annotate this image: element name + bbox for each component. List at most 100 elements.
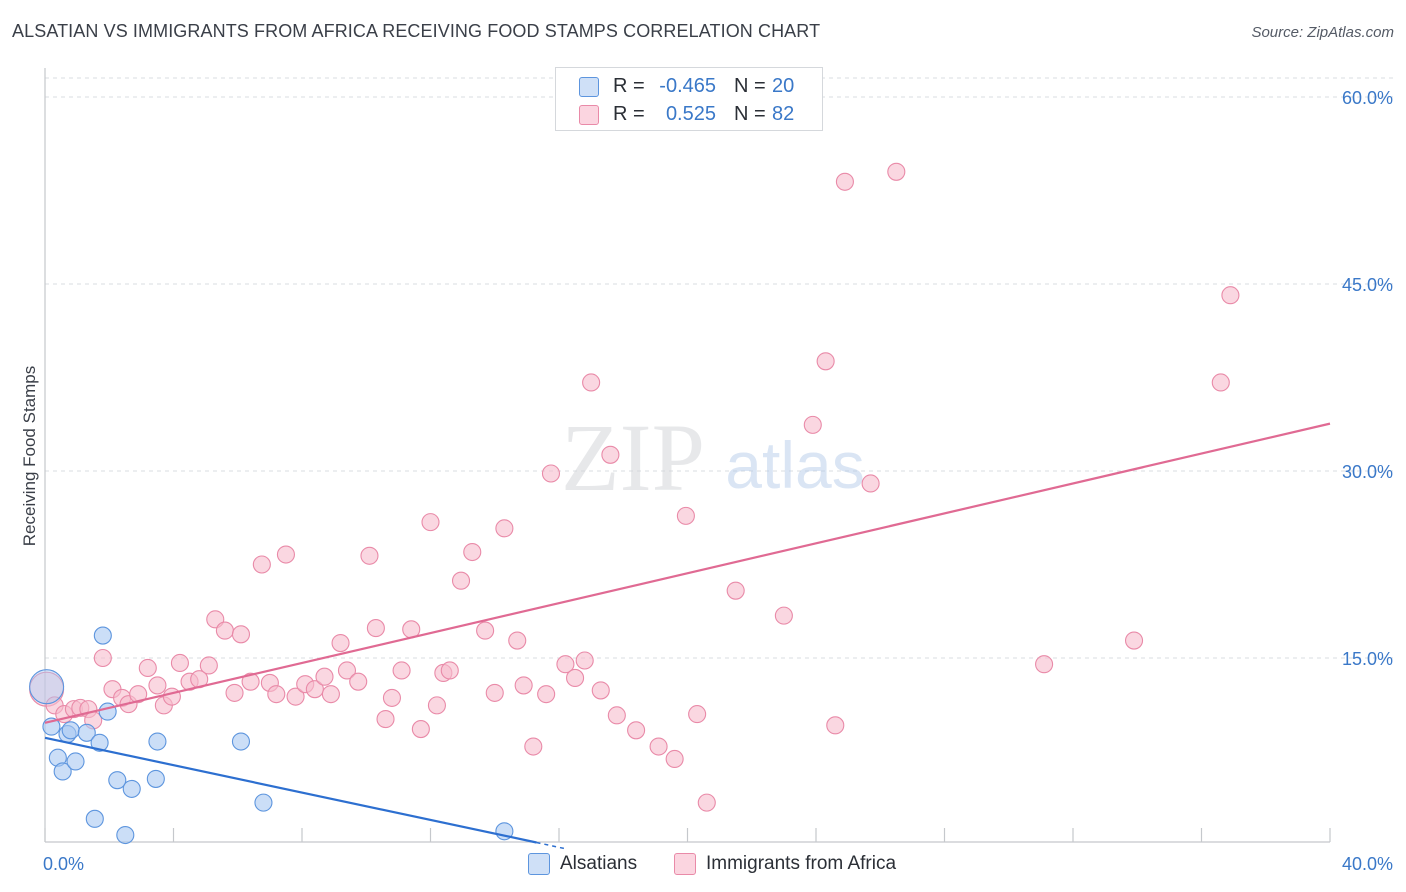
- data-point-immigrants: [305, 680, 324, 699]
- data-point-immigrants: [451, 571, 471, 590]
- data-point-immigrants: [508, 631, 527, 650]
- source-credit: Source: ZipAtlas.com: [1251, 24, 1394, 41]
- legend-label-immigrants: Immigrants from Africa: [706, 853, 897, 874]
- data-point-immigrants: [774, 606, 793, 625]
- data-point-alsatians: [66, 752, 85, 771]
- data-point-immigrants: [360, 546, 379, 565]
- data-point-alsatians: [90, 733, 109, 752]
- data-point-immigrants: [476, 621, 495, 640]
- data-point-immigrants: [803, 415, 822, 434]
- data-point-immigrants: [252, 555, 271, 574]
- data-point-alsatians: [53, 762, 72, 781]
- data-point-immigrants: [495, 519, 514, 538]
- data-point-alsatians: [85, 809, 104, 828]
- legend-swatch-pink: [579, 105, 599, 125]
- data-point-immigrants: [215, 621, 234, 640]
- data-point-immigrants: [241, 672, 260, 691]
- data-point-immigrants: [627, 721, 646, 740]
- trend-lines: [44, 422, 1331, 850]
- data-point-immigrants: [514, 676, 533, 695]
- data-point-immigrants: [93, 648, 112, 668]
- data-point-immigrants: [607, 706, 626, 725]
- data-point-alsatians: [231, 732, 251, 751]
- data-point-alsatians: [61, 721, 80, 740]
- y-tick-label: 45.0%: [1342, 275, 1393, 295]
- data-point-immigrants: [485, 683, 504, 702]
- data-point-immigrants: [665, 749, 684, 769]
- legend-swatch-blue: [579, 77, 599, 97]
- data-point-immigrants: [440, 661, 459, 680]
- data-point-immigrants: [199, 656, 218, 675]
- data-point-alsatians: [108, 771, 127, 790]
- data-point-alsatians: [93, 626, 112, 645]
- data-point-immigrants: [537, 685, 556, 704]
- trend-line-immigrants: [44, 422, 1331, 724]
- data-point-alsatians: [254, 793, 273, 812]
- data-point-immigrants: [276, 545, 295, 564]
- data-point-immigrants: [170, 653, 189, 673]
- data-point-immigrants: [556, 655, 575, 674]
- data-point-immigrants: [267, 685, 286, 704]
- legend-label-alsatians: Alsatians: [560, 853, 638, 874]
- tick-labels: 15.0% 30.0% 45.0% 60.0% 0.0% 40.0%: [43, 88, 1393, 874]
- axes: [44, 68, 1331, 843]
- data-point-immigrants: [376, 710, 395, 729]
- data-point-alsatians: [146, 769, 165, 788]
- x-tick-label: 0.0%: [43, 854, 84, 874]
- data-point-alsatians: [29, 669, 65, 705]
- trend-line-alsatians-extension: [536, 841, 566, 850]
- legend-n-value: 20: [772, 75, 795, 97]
- data-point-alsatians: [116, 825, 135, 845]
- watermark-zip: ZIP: [561, 404, 705, 511]
- data-point-immigrants: [726, 581, 745, 600]
- data-point-immigrants: [1124, 631, 1144, 650]
- data-point-immigrants: [1035, 655, 1054, 674]
- data-point-immigrants: [575, 651, 594, 670]
- legend-r-value: -0.465: [659, 75, 716, 97]
- data-point-immigrants: [601, 445, 620, 464]
- data-point-immigrants: [524, 737, 543, 756]
- trend-line-alsatians: [44, 736, 537, 844]
- legend-swatch-blue: [528, 853, 550, 875]
- gridlines: [45, 77, 1393, 659]
- data-point-immigrants: [411, 720, 430, 739]
- legend-n-label: N =: [734, 75, 766, 97]
- data-point-alsatians: [77, 723, 96, 742]
- watermark-atlas: atlas: [725, 428, 864, 502]
- data-point-immigrants: [463, 542, 482, 562]
- data-point-immigrants: [382, 688, 402, 707]
- data-point-immigrants: [315, 667, 334, 686]
- x-tick-label: 40.0%: [1342, 854, 1393, 874]
- data-point-immigrants: [697, 793, 716, 812]
- data-point-immigrants: [887, 162, 906, 181]
- data-point-immigrants: [225, 683, 244, 702]
- data-point-immigrants: [688, 705, 707, 724]
- series-immigrants-from-africa: [29, 162, 1240, 812]
- data-point-immigrants: [676, 506, 695, 525]
- correlation-legend: R = -0.465 N = 20 R = 0.525 N = 82: [555, 67, 823, 131]
- data-point-immigrants: [427, 696, 446, 715]
- data-point-immigrants: [421, 513, 440, 532]
- data-point-immigrants: [541, 464, 561, 483]
- legend-swatch-pink: [674, 853, 696, 875]
- chart-title: ALSATIAN VS IMMIGRANTS FROM AFRICA RECEI…: [12, 21, 821, 41]
- data-point-immigrants: [349, 672, 368, 691]
- legend-row-immigrants: R = 0.525 N = 82: [556, 100, 822, 128]
- data-point-immigrants: [582, 373, 601, 392]
- series-alsatians: [29, 626, 514, 845]
- data-point-alsatians: [122, 779, 141, 798]
- data-point-immigrants: [231, 625, 251, 644]
- data-point-immigrants: [861, 474, 880, 493]
- y-tick-label: 60.0%: [1342, 88, 1393, 108]
- data-point-immigrants: [1221, 286, 1240, 305]
- legend-n-label: N =: [734, 103, 766, 125]
- data-point-immigrants: [566, 668, 585, 687]
- data-point-immigrants: [649, 737, 668, 756]
- data-point-immigrants: [138, 658, 157, 678]
- data-point-immigrants: [331, 633, 350, 653]
- data-point-immigrants: [129, 685, 148, 704]
- data-point-immigrants: [1211, 373, 1230, 392]
- data-point-immigrants: [337, 661, 357, 680]
- data-point-immigrants: [392, 661, 411, 680]
